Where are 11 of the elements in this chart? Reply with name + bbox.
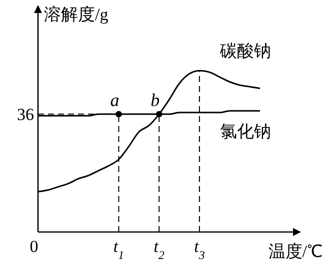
x-tick-label: 0 bbox=[30, 237, 38, 256]
annotation: b bbox=[150, 90, 160, 110]
x-tick-label: t$_{2}$ bbox=[154, 237, 164, 262]
x-axis-title: 温度/℃ bbox=[268, 242, 323, 261]
annotation: a bbox=[110, 90, 120, 110]
annotation: 36 bbox=[17, 105, 34, 124]
x-tick-label: t$_{1}$ bbox=[113, 237, 124, 262]
series-label: 氯化钠 bbox=[220, 122, 271, 141]
series-label: 碳酸钠 bbox=[219, 41, 271, 60]
x-tick-label: t$_{3}$ bbox=[194, 237, 205, 262]
y-axis-title: 溶解度/g bbox=[44, 5, 109, 24]
